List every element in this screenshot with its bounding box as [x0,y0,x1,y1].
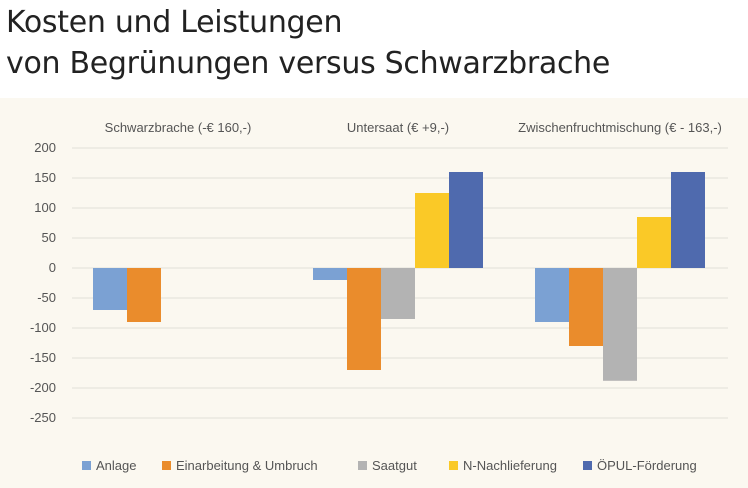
legend-label: Anlage [96,458,136,473]
y-tick-label: -150 [30,350,56,365]
bar-anlage [313,268,347,280]
bar-anlage [93,268,127,310]
bar-n-nachlieferung [415,193,449,268]
y-tick-label: -50 [37,290,56,305]
bar-n-nachlieferung [637,217,671,268]
title-line-2: von Begrünungen versus Schwarzbrache [6,46,611,81]
legend-label: Saatgut [372,458,417,473]
bar-saatgut [603,268,637,381]
category-label: Zwischenfruchtmischung (€ - 163,-) [518,120,722,135]
legend-swatch [162,461,171,470]
y-tick-label: -250 [30,410,56,425]
category-label: Untersaat (€ +9,-) [347,120,449,135]
y-tick-label: 0 [49,260,56,275]
legend-swatch [449,461,458,470]
bar-pul-f-rderung [449,172,483,268]
legend-swatch [583,461,592,470]
y-tick-label: 100 [34,200,56,215]
chart-title: Kosten und Leistungen von Begrünungen ve… [6,2,610,84]
legend-swatch [358,461,367,470]
bar-einarbeitung-umbruch [127,268,161,322]
title-line-1: Kosten und Leistungen [6,5,343,40]
y-tick-label: 50 [42,230,56,245]
bar-einarbeitung-umbruch [347,268,381,370]
y-tick-label: 200 [34,140,56,155]
bar-pul-f-rderung [671,172,705,268]
y-tick-label: -200 [30,380,56,395]
y-tick-label: -100 [30,320,56,335]
category-label: Schwarzbrache (-€ 160,-) [105,120,252,135]
legend-label: N-Nachlieferung [463,458,557,473]
bar-einarbeitung-umbruch [569,268,603,346]
legend-swatch [82,461,91,470]
legend-label: Einarbeitung & Umbruch [176,458,318,473]
bar-anlage [535,268,569,322]
y-tick-label: 150 [34,170,56,185]
legend-label: ÖPUL-Förderung [597,458,697,473]
bar-saatgut [381,268,415,319]
